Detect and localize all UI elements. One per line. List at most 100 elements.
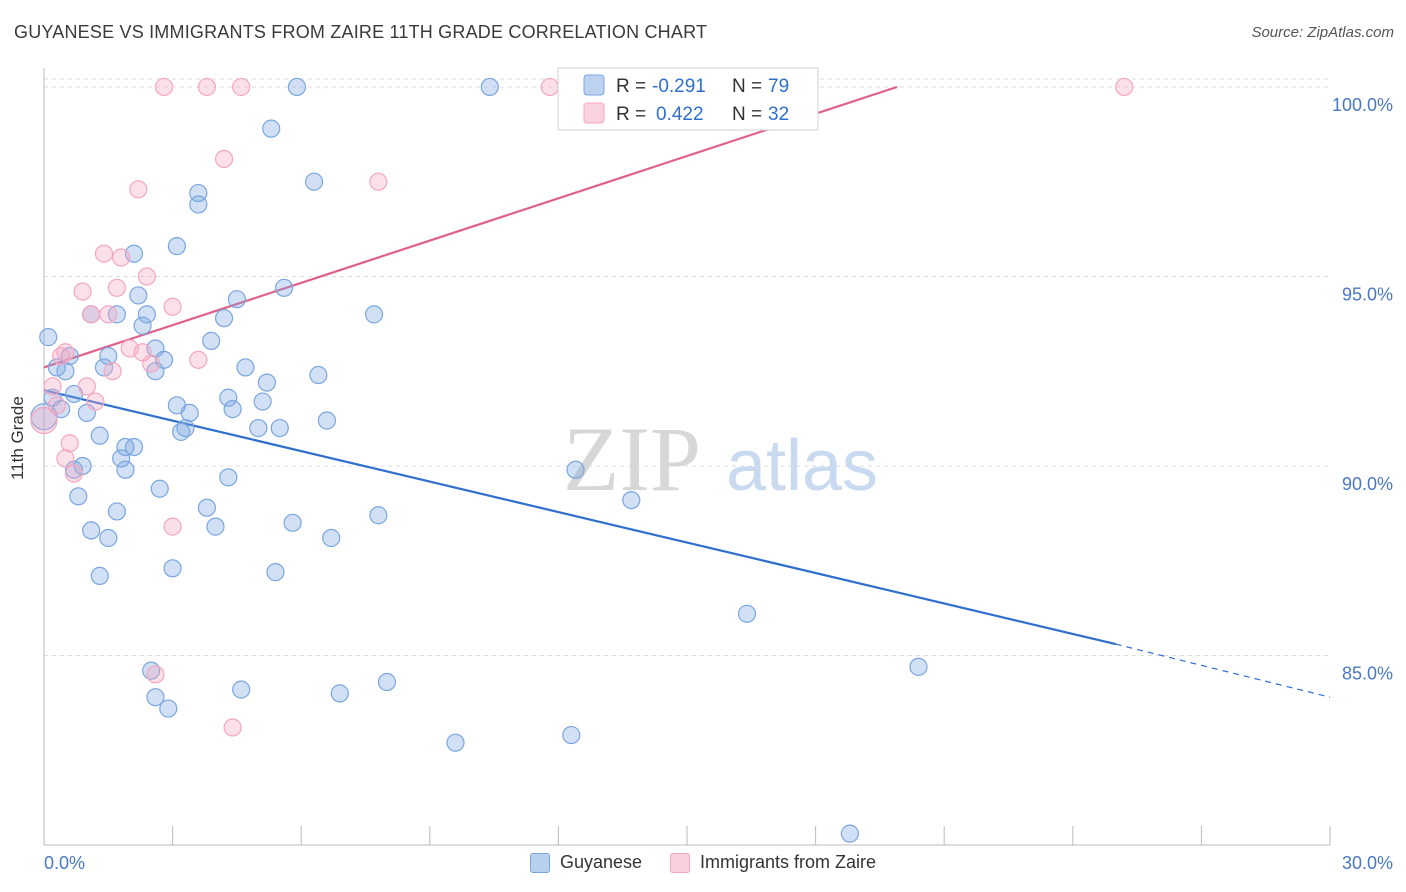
point-1-23 [154,77,174,97]
y-tick-label-3: 85.0% [1342,663,1393,683]
point-1-8 [73,282,92,301]
point-0-26 [133,316,152,335]
data-points [30,77,1134,843]
point-1-18 [129,180,148,199]
trend-line-1 [43,85,898,369]
tick-labels: 100.0% 95.0% 90.0% 85.0% 0.0% 30.0% [44,95,1393,873]
point-0-25 [129,286,148,305]
point-1-25 [163,517,182,536]
legend-item-guyanese: Guyanese [529,852,643,873]
point-0-13 [90,566,109,585]
point-0-12 [99,528,118,548]
point-0-45 [214,309,234,328]
point-0-52 [236,358,255,377]
point-0-55 [257,373,277,392]
point-0-62 [304,172,324,191]
point-0-69 [377,672,397,692]
point-1-16 [112,248,131,267]
point-0-17 [116,460,135,479]
point-1-14 [103,362,122,381]
point-0-51 [232,680,251,699]
point-0-68 [369,506,388,525]
point-0-54 [249,418,268,438]
point-0-66 [330,684,349,703]
point-0-2 [56,362,75,381]
point-0-49 [219,468,238,487]
point-1-0 [30,406,58,435]
watermark-atlas: atlas [726,426,878,506]
point-0-11 [82,521,101,540]
point-0-34 [180,403,199,423]
point-1-2 [47,396,66,415]
point-1-9 [77,377,96,396]
point-0-27 [137,305,156,324]
point-0-75 [737,604,757,623]
point-1-24 [163,297,182,316]
point-1-22 [146,665,165,684]
point-0-71 [480,77,499,97]
point-0-15 [90,426,109,445]
chart-source: Source: ZipAtlas.com [1251,24,1394,41]
point-0-10 [69,487,88,506]
point-0-50 [227,290,246,309]
point-0-41 [189,195,208,214]
legend-r-value-zaire: 0.422 [656,104,704,125]
watermark-zip: ZIP [563,408,701,510]
point-0-60 [262,119,281,138]
point-0-76 [840,824,859,843]
point-0-48 [223,400,242,419]
point-0-53 [253,392,272,411]
chart-title: GUYANESE VS IMMIGRANTS FROM ZAIRE 11TH G… [14,22,708,42]
point-0-73 [566,460,585,479]
point-0-57 [270,418,289,438]
trend-line-0 [43,389,1116,646]
point-1-15 [107,278,126,297]
point-0-33 [172,422,191,441]
point-0-1 [47,358,66,377]
point-0-35 [150,479,169,498]
point-1-30 [232,77,251,97]
point-1-26 [189,350,208,369]
point-1-31 [369,172,388,191]
point-1-20 [137,267,156,286]
point-0-20 [94,358,114,377]
legend-r-label-zaire: R = [616,104,646,125]
x-tick-label-1: 30.0% [1342,853,1393,873]
point-0-59 [274,278,294,297]
legend-item-zaire: Immigrants from Zaire [670,852,876,873]
legend-swatch-guyanese [583,74,605,96]
point-0-47 [219,388,238,407]
point-0-58 [283,513,302,532]
point-0-63 [309,365,328,385]
legend-r-value-guyanese: -0.291 [652,76,706,97]
point-1-4 [56,343,75,362]
point-1-10 [82,305,101,324]
legend-color-guyanese [529,852,550,873]
point-0-74 [622,490,641,510]
trend-line-ext-0 [1115,643,1331,698]
legend-color-zaire [670,852,691,873]
point-0-67 [364,305,384,324]
legend-label-guyanese: Guyanese [559,852,643,872]
point-1-12 [94,244,114,263]
point-0-36 [163,559,182,578]
point-1-29 [223,718,242,737]
legend-swatch-zaire [583,102,605,124]
y-tick-label-1: 95.0% [1342,284,1393,304]
point-1-28 [214,149,234,169]
trend-lines [43,85,1331,698]
point-0-65 [322,528,341,548]
point-0-44 [206,517,225,536]
point-0-21 [99,346,118,366]
point-0-43 [197,498,216,517]
point-0-64 [317,411,337,430]
point-1-6 [60,434,79,453]
legend-r-label-guyanese: R = [616,76,646,97]
point-1-21 [142,354,161,373]
point-0-0 [39,328,58,347]
axes [43,68,1331,846]
point-0-14 [107,502,126,521]
x-tick-label-0: 0.0% [44,853,85,873]
y-tick-label-0: 100.0% [1332,95,1393,115]
point-1-11 [86,392,105,411]
